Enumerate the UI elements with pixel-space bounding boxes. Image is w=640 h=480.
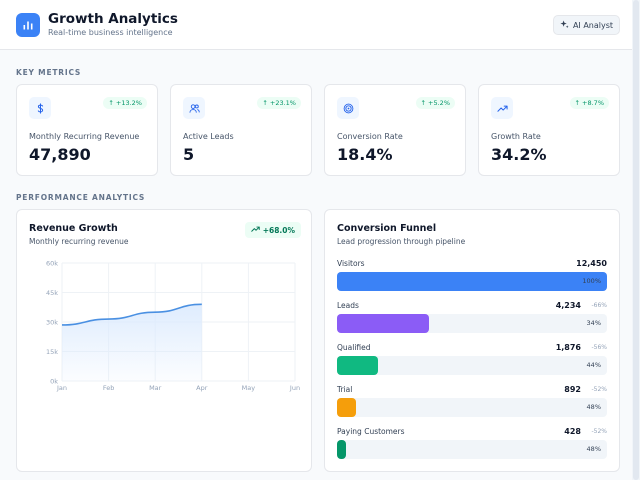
funnel-bar-track: 44% xyxy=(337,356,607,375)
metric-change-badge: ↑ +5.2% xyxy=(415,97,455,109)
metric-label: Growth Rate xyxy=(491,132,541,141)
app-title: Growth Analytics xyxy=(48,11,178,27)
funnel-stage-paying-customers: Paying Customers 428 -52% 48% xyxy=(337,427,607,467)
revenue-area-chart: 0k 15k 30k 45k 60k Jan Feb Mar Apr May Jun xyxy=(46,260,300,393)
revenue-area-fill xyxy=(62,304,202,381)
revenue-growth-subtitle: Monthly recurring revenue xyxy=(29,237,129,246)
conversion-funnel-subtitle: Lead progression through pipeline xyxy=(337,237,466,246)
metric-value: 34.2% xyxy=(491,145,547,164)
revenue-growth-card: Revenue Growth Monthly recurring revenue… xyxy=(16,209,312,472)
funnel-stage-qualified: Qualified 1,876 -56% 44% xyxy=(337,343,607,383)
metric-card-conversion: ↑ +5.2% Conversion Rate 18.4% xyxy=(324,84,466,176)
funnel-stage-name: Leads xyxy=(337,301,359,310)
app-header: Growth Analytics Real-time business inte… xyxy=(0,0,632,50)
funnel-stage-count: 4,234 xyxy=(555,301,581,310)
funnel-stage-percent: 48% xyxy=(586,445,601,453)
key-metrics-heading: KEY METRICS xyxy=(16,68,82,77)
funnel-stage-visitors: Visitors 12,450 100% xyxy=(337,259,607,299)
funnel-stage-percent: 100% xyxy=(582,277,601,285)
funnel-stage-drop: -56% xyxy=(591,344,607,351)
funnel-stage-name: Trial xyxy=(337,385,353,394)
conversion-funnel-title: Conversion Funnel xyxy=(337,223,437,234)
y-tick-label: 60k xyxy=(46,260,58,268)
metric-value: 5 xyxy=(183,145,195,164)
x-tick-label: Apr xyxy=(196,384,208,392)
performance-analytics-heading: PERFORMANCE ANALYTICS xyxy=(16,193,146,202)
funnel-stage-count: 428 xyxy=(564,427,581,436)
users-icon xyxy=(183,97,205,119)
funnel-stage-drop: -66% xyxy=(591,302,607,309)
funnel-stage-name: Qualified xyxy=(337,343,371,352)
funnel-stage-name: Paying Customers xyxy=(337,427,405,436)
metric-value: 47,890 xyxy=(29,145,91,164)
funnel-bar-track: 48% xyxy=(337,398,607,417)
x-tick-label: May xyxy=(242,384,256,392)
trending-up-icon xyxy=(491,97,513,119)
revenue-line xyxy=(61,303,202,326)
funnel-stage-count: 1,876 xyxy=(555,343,581,352)
dollar-icon xyxy=(29,97,51,119)
funnel-bar-fill xyxy=(337,272,607,291)
metric-label: Monthly Recurring Revenue xyxy=(29,132,140,141)
trending-up-icon xyxy=(250,225,260,235)
ai-analyst-label: AI Analyst xyxy=(572,20,614,30)
funnel-stage-leads: Leads 4,234 -66% 34% xyxy=(337,301,607,341)
sparkles-icon xyxy=(560,19,569,31)
conversion-funnel-card: Conversion Funnel Lead progression throu… xyxy=(324,209,620,472)
page-scrollbar[interactable] xyxy=(632,0,640,480)
x-tick-label: Jan xyxy=(56,384,67,392)
y-tick-label: 30k xyxy=(46,319,58,327)
funnel-stage-name: Visitors xyxy=(337,259,365,268)
funnel-bar-fill xyxy=(337,356,378,375)
funnel-stage-count: 892 xyxy=(564,385,581,394)
ai-analyst-button[interactable]: AI Analyst xyxy=(553,15,620,35)
funnel-stage-percent: 44% xyxy=(586,361,601,369)
metric-label: Conversion Rate xyxy=(337,132,403,141)
y-tick-label: 0k xyxy=(50,378,58,386)
funnel-bar-fill xyxy=(337,398,357,417)
funnel-stage-count: 12,450 xyxy=(576,259,607,268)
metric-card-mrr: ↑ +13.2% Monthly Recurring Revenue 47,89… xyxy=(16,84,158,176)
x-tick-label: Jun xyxy=(289,384,300,392)
funnel-stage-percent: 48% xyxy=(586,403,601,411)
metric-change-badge: ↑ +8.7% xyxy=(569,97,609,109)
metric-card-leads: ↑ +23.1% Active Leads 5 xyxy=(170,84,312,176)
metric-card-growth: ↑ +8.7% Growth Rate 34.2% xyxy=(478,84,620,176)
target-icon xyxy=(337,97,359,119)
funnel-stage-trial: Trial 892 -52% 48% xyxy=(337,385,607,425)
x-tick-label: Mar xyxy=(149,384,162,392)
revenue-growth-badge: +68.0% xyxy=(244,222,301,238)
funnel-stage-drop: -52% xyxy=(591,428,607,435)
metric-change-badge: ↑ +13.2% xyxy=(103,97,147,109)
y-tick-label: 45k xyxy=(46,289,58,297)
metric-label: Active Leads xyxy=(183,132,234,141)
y-tick-label: 15k xyxy=(46,348,58,356)
metric-value: 18.4% xyxy=(337,145,393,164)
funnel-bar-track: 100% xyxy=(337,272,607,291)
metric-change-badge: ↑ +23.1% xyxy=(257,97,301,109)
scrollbar-thumb[interactable] xyxy=(633,0,639,480)
app-subtitle: Real-time business intelligence xyxy=(48,28,173,37)
growth-badge-label: +68.0% xyxy=(262,225,295,235)
funnel-bar-track: 34% xyxy=(337,314,607,333)
funnel-stage-drop: -52% xyxy=(591,386,607,393)
funnel-stage-percent: 34% xyxy=(586,319,601,327)
funnel-bar-fill xyxy=(337,314,429,333)
funnel-bar-track: 48% xyxy=(337,440,607,459)
revenue-growth-title: Revenue Growth xyxy=(29,223,118,234)
x-tick-label: Feb xyxy=(103,384,115,392)
funnel-bar-fill xyxy=(337,440,347,459)
bar-chart-icon xyxy=(16,13,40,37)
